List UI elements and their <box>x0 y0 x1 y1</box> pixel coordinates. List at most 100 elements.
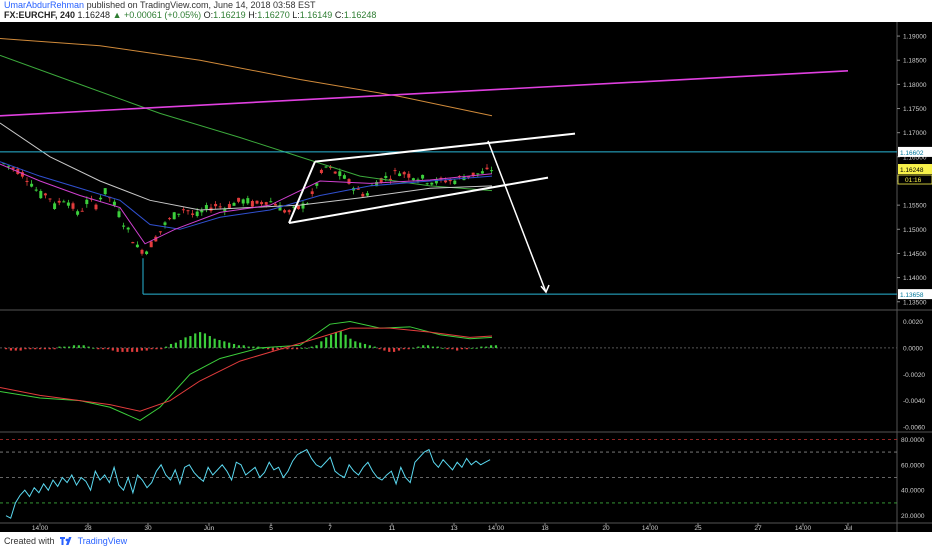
candle[interactable] <box>393 170 397 172</box>
candle[interactable] <box>48 198 52 200</box>
candle[interactable] <box>388 178 392 181</box>
candle[interactable] <box>7 165 11 167</box>
candle[interactable] <box>319 169 323 174</box>
candle[interactable] <box>218 206 222 208</box>
candle[interactable] <box>467 176 471 178</box>
candle[interactable] <box>338 171 342 177</box>
candle[interactable] <box>232 202 236 206</box>
rsi-pane[interactable] <box>0 438 897 519</box>
candle[interactable] <box>66 202 70 206</box>
candle[interactable] <box>140 249 144 254</box>
candle[interactable] <box>315 183 319 186</box>
candle[interactable] <box>287 210 291 213</box>
candle[interactable] <box>361 193 365 197</box>
candle[interactable] <box>365 193 369 196</box>
candle[interactable] <box>453 180 457 185</box>
candle[interactable] <box>181 209 185 211</box>
candle[interactable] <box>342 175 346 179</box>
candle[interactable] <box>448 179 452 182</box>
candle[interactable] <box>324 166 328 168</box>
candle[interactable] <box>490 170 494 172</box>
candle[interactable] <box>117 211 121 218</box>
candle[interactable] <box>85 199 89 205</box>
candle[interactable] <box>310 191 314 194</box>
candle[interactable] <box>480 171 484 174</box>
candle[interactable] <box>149 241 153 248</box>
author-link[interactable]: UmarAbdurRehman <box>4 0 85 10</box>
candle[interactable] <box>163 222 167 225</box>
candle[interactable] <box>158 231 162 233</box>
candle[interactable] <box>76 211 80 215</box>
candle[interactable] <box>425 183 429 185</box>
candle[interactable] <box>34 189 38 191</box>
candle[interactable] <box>241 199 245 204</box>
candle[interactable] <box>94 204 98 210</box>
candle[interactable] <box>485 167 489 170</box>
candle[interactable] <box>347 179 351 184</box>
candle[interactable] <box>273 203 277 206</box>
candle[interactable] <box>292 206 296 208</box>
candle[interactable] <box>57 200 61 203</box>
channel-upper-line[interactable] <box>314 132 576 163</box>
candle[interactable] <box>471 172 475 177</box>
candle[interactable] <box>237 197 241 202</box>
candle[interactable] <box>43 193 47 196</box>
candle[interactable] <box>476 173 480 175</box>
candle[interactable] <box>200 210 204 213</box>
candle[interactable] <box>255 200 259 204</box>
candle[interactable] <box>223 208 227 212</box>
candle[interactable] <box>99 197 103 200</box>
candle[interactable] <box>329 167 333 169</box>
candle[interactable] <box>444 180 448 183</box>
candle[interactable] <box>250 201 254 207</box>
candle[interactable] <box>195 211 199 216</box>
candle[interactable] <box>126 227 130 230</box>
candle[interactable] <box>379 178 383 183</box>
candle[interactable] <box>112 201 116 206</box>
candle[interactable] <box>260 202 264 205</box>
tradingview-brand[interactable]: TradingView <box>77 536 128 546</box>
candle[interactable] <box>384 175 388 179</box>
candle[interactable] <box>191 213 195 215</box>
candle[interactable] <box>398 173 402 176</box>
candle[interactable] <box>204 205 208 209</box>
candle[interactable] <box>333 171 337 174</box>
time-axis[interactable]: 14:00 28 30 Jun 5 7 11 13 14:00 18 20 14:00 25 27 14:0… <box>32 523 853 532</box>
candle[interactable] <box>296 205 300 210</box>
candle[interactable] <box>20 172 24 177</box>
candle[interactable] <box>407 173 411 178</box>
target-arrow-line[interactable] <box>487 140 547 293</box>
price-axis[interactable]: 1.19000 1.18500 1.18000 1.17500 1.17000 1.165… <box>897 34 932 521</box>
candle[interactable] <box>402 172 406 175</box>
candle[interactable] <box>71 203 75 209</box>
candle[interactable] <box>214 203 218 207</box>
price-pane[interactable] <box>0 37 897 295</box>
candle[interactable] <box>131 242 135 244</box>
candle[interactable] <box>411 178 415 181</box>
candle[interactable] <box>356 188 360 190</box>
candle[interactable] <box>25 180 29 183</box>
candle[interactable] <box>278 205 282 211</box>
candle[interactable] <box>421 174 425 179</box>
candle[interactable] <box>39 191 43 199</box>
candle[interactable] <box>246 198 250 204</box>
candle[interactable] <box>168 218 172 220</box>
candle[interactable] <box>11 167 15 169</box>
candle[interactable] <box>430 182 434 185</box>
candle[interactable] <box>172 212 176 220</box>
candle[interactable] <box>283 210 287 213</box>
symbol-label[interactable]: FX:EURCHF, 240 <box>4 10 76 20</box>
candle[interactable] <box>264 202 268 205</box>
candle[interactable] <box>53 203 57 210</box>
candle[interactable] <box>186 210 190 212</box>
candle[interactable] <box>30 183 34 187</box>
candle[interactable] <box>177 213 181 215</box>
candle[interactable] <box>269 201 273 203</box>
candle[interactable] <box>80 210 84 212</box>
candle[interactable] <box>122 225 126 227</box>
candle[interactable] <box>103 188 107 195</box>
candle[interactable] <box>434 179 438 184</box>
macd-pane[interactable] <box>0 321 897 422</box>
chart-canvas[interactable]: 1.19000 1.18500 1.18000 1.17500 1.17000 1.165… <box>0 22 932 532</box>
candle[interactable] <box>301 203 305 209</box>
